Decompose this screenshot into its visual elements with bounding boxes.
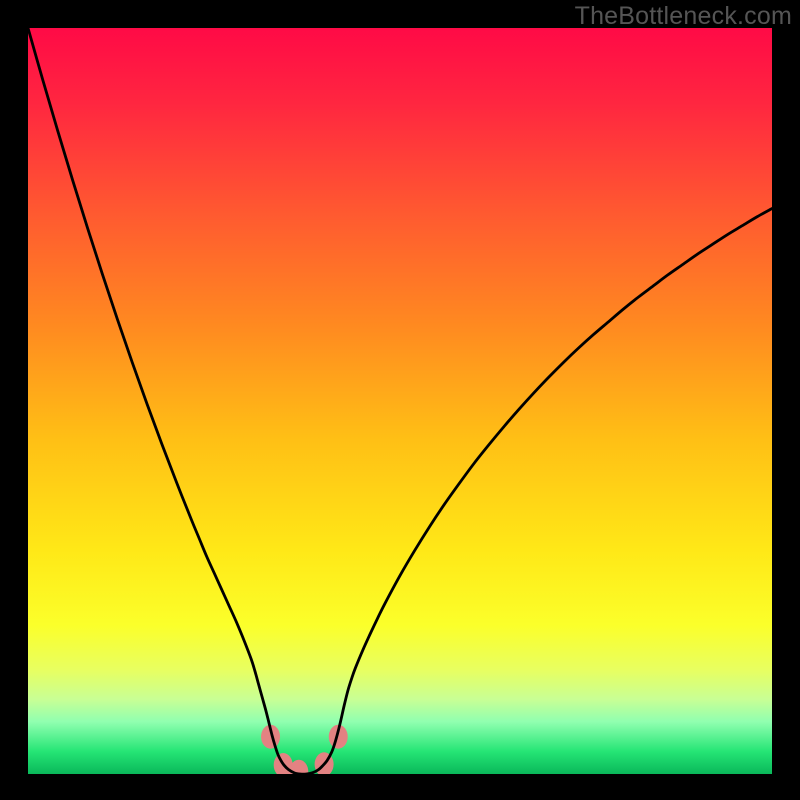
- stage: TheBottleneck.com: [0, 0, 800, 800]
- gradient-background: [28, 28, 772, 774]
- chart-svg: [28, 28, 772, 774]
- watermark-text: TheBottleneck.com: [575, 2, 792, 31]
- plot-area: [28, 28, 772, 774]
